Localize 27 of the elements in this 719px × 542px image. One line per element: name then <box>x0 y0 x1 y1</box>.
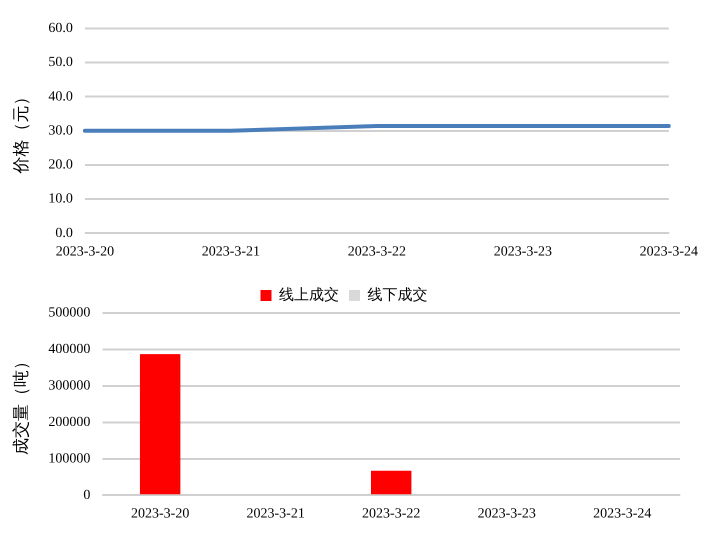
y-axis-title: 价格（元） <box>12 88 31 174</box>
legend-label: 线上成交 <box>279 286 339 304</box>
y-tick-label: 60.0 <box>48 21 73 36</box>
y-tick-label: 10.0 <box>48 192 73 207</box>
x-tick-label: 2023-3-22 <box>348 244 406 260</box>
legend-label: 线下成交 <box>368 286 428 304</box>
x-tick-label: 2023-3-21 <box>202 244 260 260</box>
y-tick-label: 0 <box>83 488 90 503</box>
y-tick-label: 0.0 <box>55 226 73 241</box>
y-tick-label: 100000 <box>48 451 90 466</box>
x-tick-label: 2023-3-24 <box>593 506 652 522</box>
y-tick-label: 50.0 <box>48 55 73 70</box>
x-tick-label: 2023-3-21 <box>246 506 305 522</box>
x-tick-label: 2023-3-20 <box>130 506 190 522</box>
x-tick-label: 2023-3-22 <box>362 506 420 522</box>
y-tick-label: 20.0 <box>48 158 73 173</box>
y-tick-label: 400000 <box>48 342 90 358</box>
y-tick-label: 30.0 <box>48 123 73 138</box>
x-tick-label: 2023-3-23 <box>494 244 552 260</box>
y-axis-title: 成交量（吨） <box>12 353 31 456</box>
y-tick-label: 40.0 <box>48 89 73 104</box>
y-tick-label: 300000 <box>48 378 90 394</box>
y-tick-label: 200000 <box>48 414 90 430</box>
x-tick-label: 2023-3-24 <box>640 244 698 260</box>
x-tick-label: 2023-3-23 <box>478 506 536 522</box>
x-tick-label: 2023-3-20 <box>56 244 114 260</box>
y-tick-label: 500000 <box>48 306 90 321</box>
